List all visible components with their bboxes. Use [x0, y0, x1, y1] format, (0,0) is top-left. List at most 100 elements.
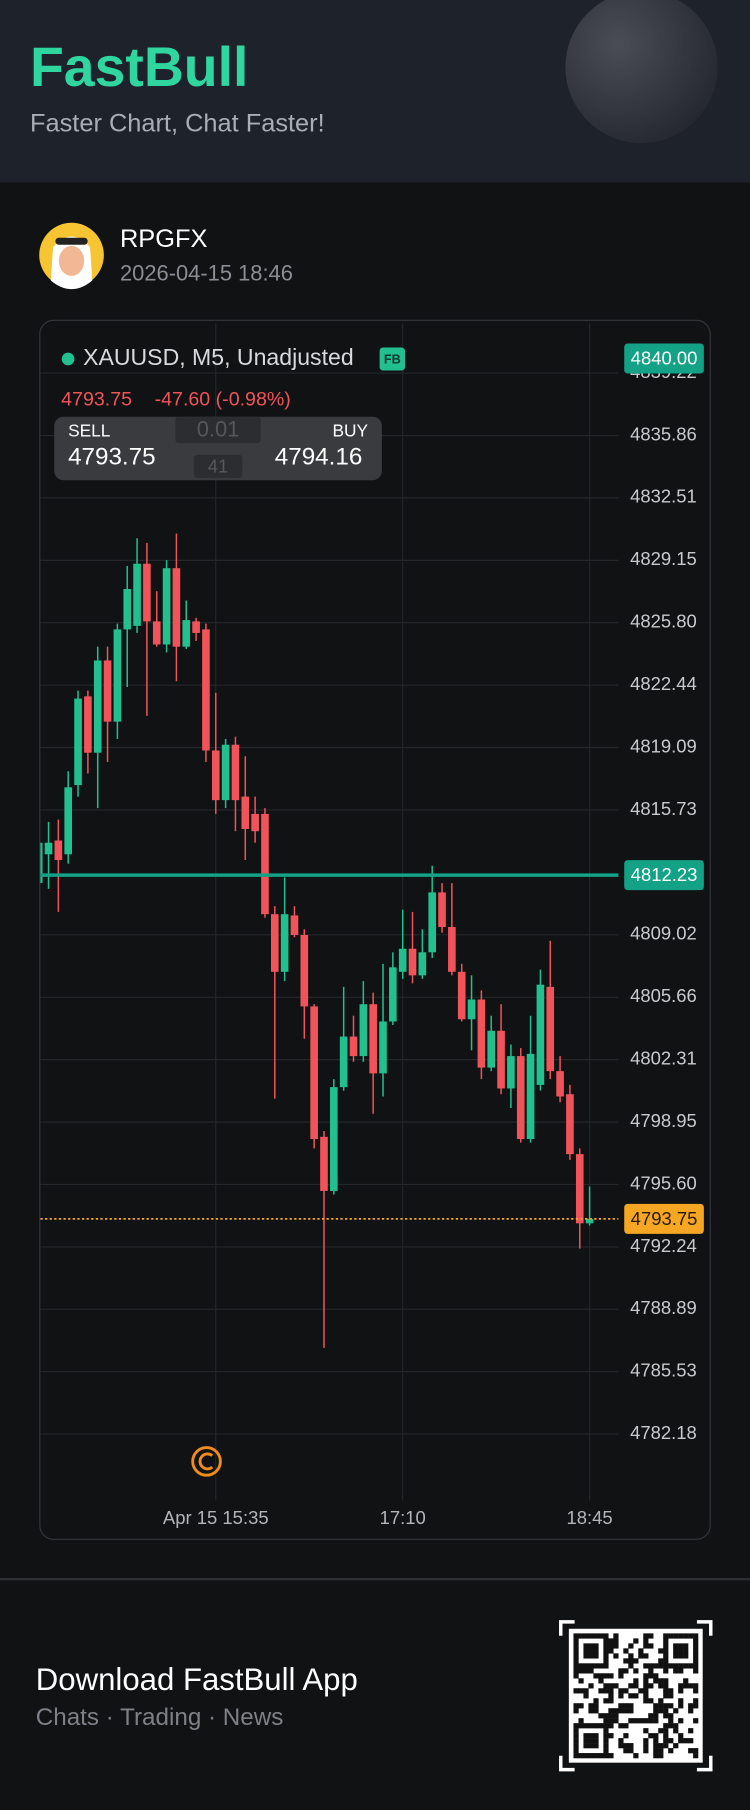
qr-module — [663, 1653, 669, 1659]
qr-module — [663, 1633, 669, 1639]
lot-box[interactable] — [175, 416, 261, 444]
qr-module — [593, 1733, 599, 1739]
qr-module — [643, 1683, 649, 1689]
candle-body — [261, 813, 269, 915]
qr-module — [613, 1683, 619, 1689]
price-badge-label: 4793.75 — [631, 1208, 698, 1229]
candle-body — [241, 796, 250, 829]
qr-module — [573, 1733, 579, 1739]
qr-module — [688, 1703, 694, 1709]
tagline: Faster Chart, Chat Faster! — [30, 109, 325, 137]
qr-module — [658, 1683, 664, 1689]
qr-module — [653, 1708, 659, 1714]
qr-module — [628, 1743, 634, 1749]
qr-module — [588, 1723, 594, 1729]
qr-code — [573, 1633, 699, 1759]
x-tick-label: 17:10 — [380, 1507, 426, 1528]
qr-module — [648, 1718, 654, 1724]
y-tick-label: 4825.80 — [630, 611, 697, 632]
price-badge — [624, 1203, 704, 1234]
qr-module — [658, 1658, 664, 1664]
qr-module — [668, 1718, 674, 1724]
qr-module — [638, 1688, 644, 1694]
qr-module — [693, 1753, 699, 1759]
brand: FastBull — [30, 36, 248, 98]
qr-module — [643, 1638, 649, 1644]
qr-module — [598, 1633, 604, 1639]
qr-module — [693, 1638, 699, 1644]
sell-label[interactable]: SELL — [68, 420, 111, 440]
qr-module — [688, 1738, 694, 1744]
qr-module — [663, 1733, 669, 1739]
candle-body — [251, 813, 259, 832]
qr-module — [603, 1713, 609, 1719]
qr-module — [583, 1653, 589, 1659]
qr-module — [643, 1718, 649, 1724]
qr-module — [693, 1633, 699, 1639]
qr-module — [688, 1683, 694, 1689]
candle-body — [477, 999, 486, 1068]
candle-body — [54, 840, 63, 861]
y-tick-label: 4829.15 — [630, 548, 697, 569]
qr-module — [653, 1743, 659, 1749]
qr-module — [653, 1673, 659, 1679]
candle-body — [103, 660, 112, 722]
qr-module — [688, 1728, 694, 1734]
qr-module — [653, 1663, 659, 1669]
qr-module — [663, 1713, 669, 1719]
qr-module — [668, 1703, 674, 1709]
candle-body — [270, 914, 279, 972]
qr-module — [633, 1658, 639, 1664]
qr-module — [628, 1703, 634, 1709]
qr-module — [693, 1653, 699, 1659]
qr-module — [653, 1753, 659, 1759]
qr-module — [598, 1688, 604, 1694]
qr-module — [683, 1663, 689, 1669]
qr-module — [618, 1708, 624, 1714]
qr-module — [693, 1703, 699, 1709]
qr-module — [628, 1653, 634, 1659]
y-tick-label: 4809.02 — [630, 923, 697, 944]
qr-module — [668, 1663, 674, 1669]
qr-module — [613, 1638, 619, 1644]
qr-module — [583, 1688, 589, 1694]
qr-module — [593, 1673, 599, 1679]
candle-body — [467, 999, 476, 1020]
qr-module — [658, 1728, 664, 1734]
candle-body — [339, 1036, 348, 1088]
qr-module — [578, 1633, 584, 1639]
qr-module — [628, 1683, 634, 1689]
buy-label[interactable]: BUY — [333, 420, 369, 440]
qr-module — [643, 1633, 649, 1639]
qr-module — [628, 1658, 634, 1664]
qr-module — [603, 1658, 609, 1664]
qr-module — [603, 1733, 609, 1739]
qr-module — [633, 1693, 639, 1699]
qr-module — [583, 1693, 589, 1699]
qr-module — [603, 1638, 609, 1644]
qr-module — [663, 1663, 669, 1669]
qr-module — [683, 1648, 689, 1654]
sell-price[interactable]: 4793.75 — [68, 444, 156, 471]
qr-module — [643, 1738, 649, 1744]
qr-module — [573, 1643, 579, 1649]
chart-card — [39, 319, 711, 1540]
qr-module — [628, 1693, 634, 1699]
qr-module — [603, 1653, 609, 1659]
qr-module — [618, 1723, 624, 1729]
qr-module — [658, 1753, 664, 1759]
qr-module — [598, 1673, 604, 1679]
candle-body — [64, 787, 73, 855]
qr-module — [653, 1678, 659, 1684]
qr-module — [653, 1713, 659, 1719]
candle-body — [575, 1154, 584, 1224]
qr-module — [598, 1753, 604, 1759]
candle-body — [123, 589, 132, 630]
y-tick-label: 4788.89 — [630, 1297, 697, 1318]
qr-module — [663, 1648, 669, 1654]
qr-module — [588, 1633, 594, 1639]
qr-module — [643, 1728, 649, 1734]
avatar — [39, 222, 104, 290]
qr-module — [638, 1648, 644, 1654]
buy-price[interactable]: 4794.16 — [275, 444, 363, 471]
